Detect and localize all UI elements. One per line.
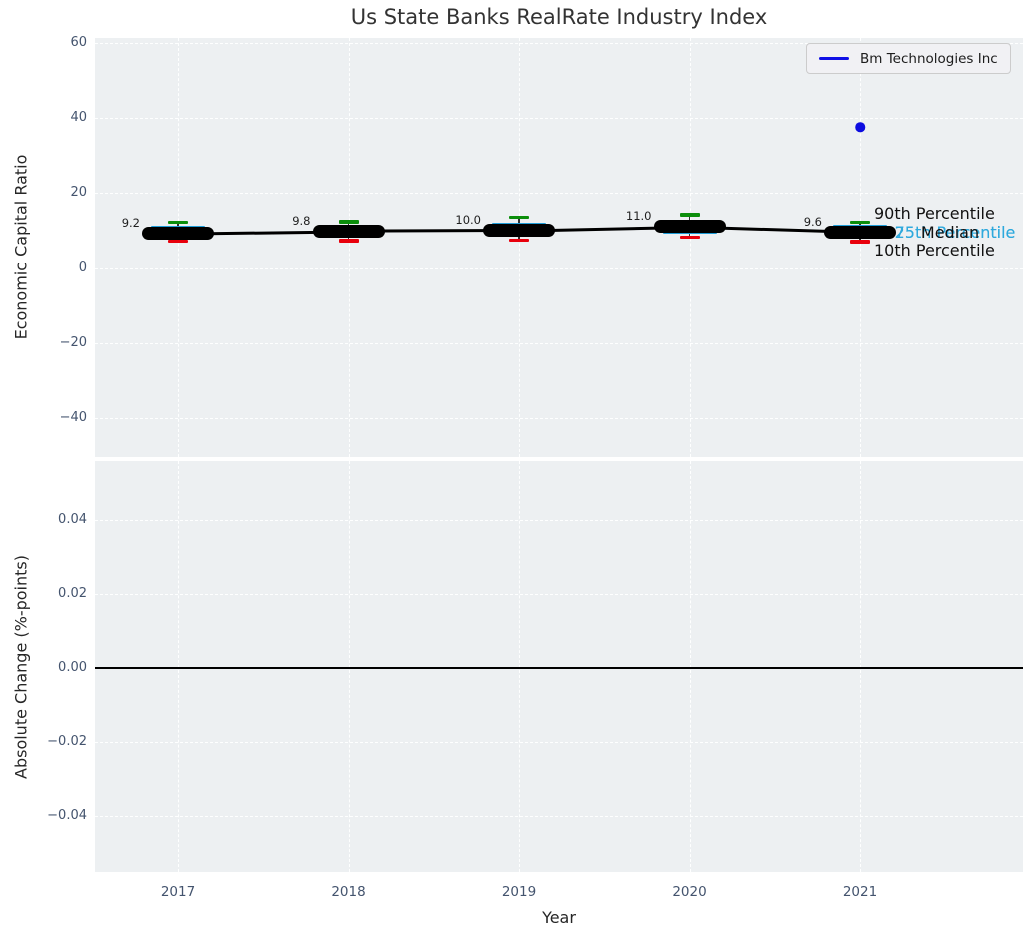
bottom-gridline-v [519, 461, 520, 872]
bottom-gridline-v [348, 461, 350, 872]
company-data-point [855, 122, 865, 133]
top-y-tick-label: 0 [78, 260, 87, 275]
industry-p10-tick-2018 [338, 239, 359, 243]
bottom-gridline-h [95, 816, 1023, 817]
zero-reference-line [95, 667, 1023, 669]
x-tick-label: 2017 [160, 884, 196, 900]
median-value-label-2020: 11.0 [625, 209, 652, 224]
x-tick-label: 2021 [842, 884, 878, 900]
bottom-gridline-v [860, 461, 861, 872]
bottom-gridline-v [689, 461, 691, 872]
x-tick-label: 2018 [331, 884, 366, 900]
top-gridline-h [95, 193, 1023, 194]
industry-p10-tick-2019 [509, 238, 529, 243]
industry-median-marker-2018 [312, 224, 385, 238]
industry-median-marker-2021 [824, 225, 896, 239]
bottom-plot-area [95, 461, 1023, 872]
top-y-tick-label: 60 [70, 35, 87, 50]
top-gridline-h [95, 343, 1023, 344]
legend-line-sample [819, 56, 849, 61]
top-gridline-v [689, 38, 691, 457]
top-gridline-h [95, 118, 1023, 119]
x-tick-label: 2020 [672, 884, 707, 900]
annotation-90th-percentile: 90th Percentile [874, 203, 995, 223]
top-gridline-h [95, 418, 1023, 419]
industry-median-marker-2017 [142, 227, 214, 240]
top-gridline-v [860, 38, 861, 457]
industry-p90-tick-2017 [168, 220, 188, 225]
bottom-y-tick-label: 0.04 [58, 512, 87, 527]
bottom-gridline-h [95, 742, 1023, 743]
bottom-gridline-h [95, 594, 1023, 595]
industry-p10-tick-2017 [168, 239, 188, 244]
bottom-gridline-h [95, 520, 1023, 521]
x-tick-label: 2019 [501, 884, 537, 900]
annotation-10th-percentile: 10th Percentile [874, 240, 995, 260]
median-value-label-2017: 9.2 [121, 216, 140, 230]
annotation-75th-percentile: 75th Percentile [894, 222, 1016, 242]
top-plot-area: 25th Percentile 75th Percentile 90th Per… [95, 38, 1023, 457]
x-axis-label: Year [542, 908, 576, 927]
top-gridline-v [178, 38, 179, 457]
industry-p90-tick-2018 [338, 220, 359, 224]
legend-label: Bm Technologies Inc [860, 50, 998, 67]
industry-median-marker-2020 [653, 220, 726, 234]
chart-title: Us State Banks RealRate Industry Index [350, 5, 768, 29]
annotation-median: Median [920, 222, 980, 242]
top-gridline-v [348, 38, 350, 457]
top-gridline-h [95, 268, 1023, 269]
bottom-y-tick-label: −0.02 [47, 734, 87, 749]
top-y-tick-label: 20 [70, 185, 87, 200]
bottom-y-tick-label: 0.02 [58, 586, 87, 601]
industry-p10-tick-2021 [850, 240, 870, 244]
legend: Bm Technologies Inc [806, 43, 1011, 74]
median-value-label-2019: 10.0 [455, 213, 481, 227]
top-y-tick-label: 40 [70, 110, 87, 125]
top-gridline-v [519, 38, 520, 457]
top-gridline-h [95, 43, 1023, 44]
top-y-tick-label: −40 [59, 410, 87, 425]
median-value-label-2021: 9.6 [803, 214, 822, 229]
industry-median-marker-2019 [483, 224, 555, 237]
top-y-axis-label: Economic Capital Ratio [11, 154, 31, 340]
annotation-25th-percentile: 25th Percentile [894, 222, 1016, 242]
industry-p10-tick-2020 [679, 235, 700, 239]
industry-p90-tick-2019 [509, 215, 529, 220]
bottom-y-tick-label: −0.04 [47, 808, 87, 823]
industry-p90-tick-2020 [679, 213, 700, 217]
bottom-gridline-v [178, 461, 179, 872]
median-value-label-2018: 9.8 [292, 213, 311, 228]
top-y-tick-label: −20 [59, 335, 87, 350]
industry-p90-tick-2021 [850, 220, 870, 224]
bottom-y-tick-label: 0.00 [58, 660, 87, 675]
